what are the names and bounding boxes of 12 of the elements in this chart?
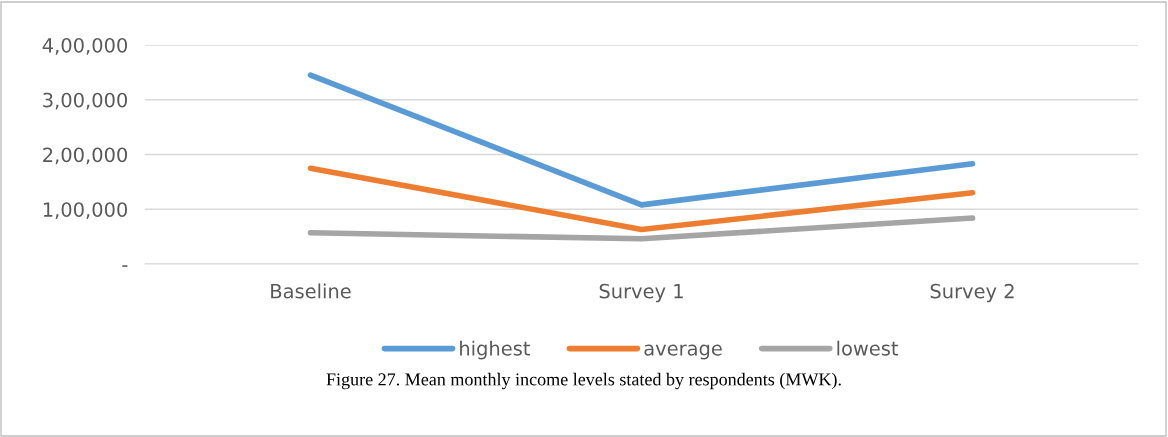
y-tick-label: - [122,265,128,267]
y-tick-label: 1,00,000 [43,202,128,219]
legend-label: average [644,344,722,360]
x-tick-label: Baseline [271,283,351,299]
caption: Figure 27. Mean monthly income levels stated by respondents (MWK). [326,372,841,390]
x-tick-label: Survey 2 [930,283,1014,303]
legend-label: lowest [837,340,899,356]
y-tick-label: 4,00,000 [42,37,128,55]
x-tick-label: Survey 1 [599,283,683,303]
y-tick-label: 3,00,000 [43,92,128,110]
y-tick-label: 2,00,000 [43,147,128,165]
legend-label: highest [460,340,530,360]
